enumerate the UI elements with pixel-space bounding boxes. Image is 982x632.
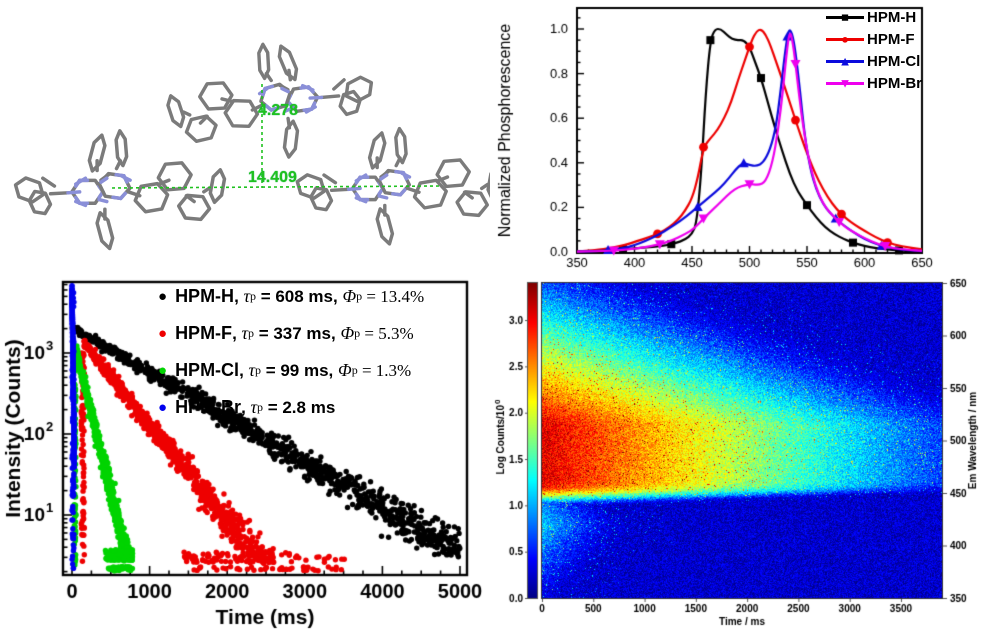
triangle-down-marker-icon: ▼ bbox=[838, 75, 852, 91]
bullet-icon: ● bbox=[158, 362, 168, 379]
legend-label: HPM-H bbox=[867, 8, 917, 26]
legend-item-hpm-f: ● HPM-F bbox=[826, 28, 922, 50]
pi-distance-label: 4.278 bbox=[258, 102, 299, 119]
tau-value: = 99 ms, bbox=[260, 360, 338, 380]
spectra-chart-canvas bbox=[490, 0, 982, 270]
tau-value: = 2.8 ms bbox=[262, 397, 336, 417]
legend-sample: ▲ bbox=[826, 54, 864, 68]
lateral-distance-label: 14.409 bbox=[248, 169, 297, 186]
legend-sample: ■ bbox=[826, 10, 864, 24]
legend-line bbox=[826, 16, 864, 19]
bullet-icon: ● bbox=[158, 288, 168, 305]
tau-symbol: τ bbox=[250, 397, 257, 417]
legend-name: HPM-F bbox=[175, 323, 233, 343]
phi-symbol: Φ bbox=[340, 323, 355, 343]
tau-symbol: τ bbox=[243, 286, 250, 306]
legend-comma: , bbox=[241, 397, 251, 417]
molecule bbox=[295, 126, 504, 246]
legend-label: HPM-F bbox=[867, 30, 915, 48]
legend-sample: ● bbox=[826, 32, 864, 46]
legend-name: HPM-Cl bbox=[175, 360, 240, 380]
phi-value: = 13.4% bbox=[362, 286, 425, 306]
bullet-icon: ● bbox=[158, 399, 168, 416]
spectra-legend: ■ HPM-H ● HPM-F ▲ HPM-Cl ▼ HPM-Br bbox=[826, 6, 922, 94]
tau-symbol: τ bbox=[241, 323, 248, 343]
tau-value: = 337 ms, bbox=[253, 323, 341, 343]
legend-name: HPM-Br bbox=[175, 397, 242, 417]
legend-label: HPM-Br bbox=[867, 74, 922, 92]
legend-line bbox=[826, 38, 864, 41]
spectra-panel: ■ HPM-H ● HPM-F ▲ HPM-Cl ▼ HPM-Br bbox=[490, 0, 982, 270]
streak-heatmap-panel bbox=[490, 270, 982, 632]
legend-item-hpm-cl: ▲ HPM-Cl bbox=[826, 50, 922, 72]
molecule-panel: 4.278 14.409 bbox=[0, 0, 504, 270]
molecule-structure-image bbox=[13, 42, 504, 251]
decay-chart-canvas bbox=[0, 270, 490, 632]
tau-symbol: τ bbox=[248, 360, 255, 380]
legend-comma: , bbox=[232, 323, 242, 343]
bullet-icon: ● bbox=[158, 325, 168, 342]
phi-value: = 1.3% bbox=[357, 360, 412, 380]
tau-subscript: p bbox=[247, 326, 254, 340]
tau-subscript: p bbox=[256, 400, 263, 414]
tau-value: = 608 ms, bbox=[255, 286, 343, 306]
legend-item-hpm-br: ▼ HPM-Br bbox=[826, 72, 922, 94]
measurement-line bbox=[111, 185, 441, 189]
phi-symbol: Φ bbox=[342, 286, 357, 306]
tau-subscript: p bbox=[254, 363, 261, 377]
legend-item-hpm-h: ■ HPM-H bbox=[826, 6, 922, 28]
phi-value: = 5.3% bbox=[360, 323, 414, 343]
legend-comma: , bbox=[234, 286, 244, 306]
legend-name: HPM-H bbox=[175, 286, 235, 306]
legend-sample: ▼ bbox=[826, 76, 864, 90]
legend-line bbox=[826, 82, 864, 85]
molecule bbox=[13, 129, 227, 251]
legend-comma: , bbox=[239, 360, 249, 380]
phi-subscript: p bbox=[356, 289, 363, 303]
phi-subscript: p bbox=[351, 363, 358, 377]
molecule bbox=[166, 42, 374, 159]
phi-symbol: Φ bbox=[338, 360, 352, 380]
phi-subscript: p bbox=[354, 326, 361, 340]
circle-marker-icon: ● bbox=[841, 31, 849, 47]
legend-label: HPM-Cl bbox=[867, 52, 921, 70]
streak-heatmap-canvas bbox=[490, 270, 982, 632]
square-marker-icon: ■ bbox=[841, 9, 849, 25]
tau-subscript: p bbox=[249, 289, 256, 303]
legend-line bbox=[826, 60, 864, 63]
triangle-up-marker-icon: ▲ bbox=[838, 53, 852, 69]
